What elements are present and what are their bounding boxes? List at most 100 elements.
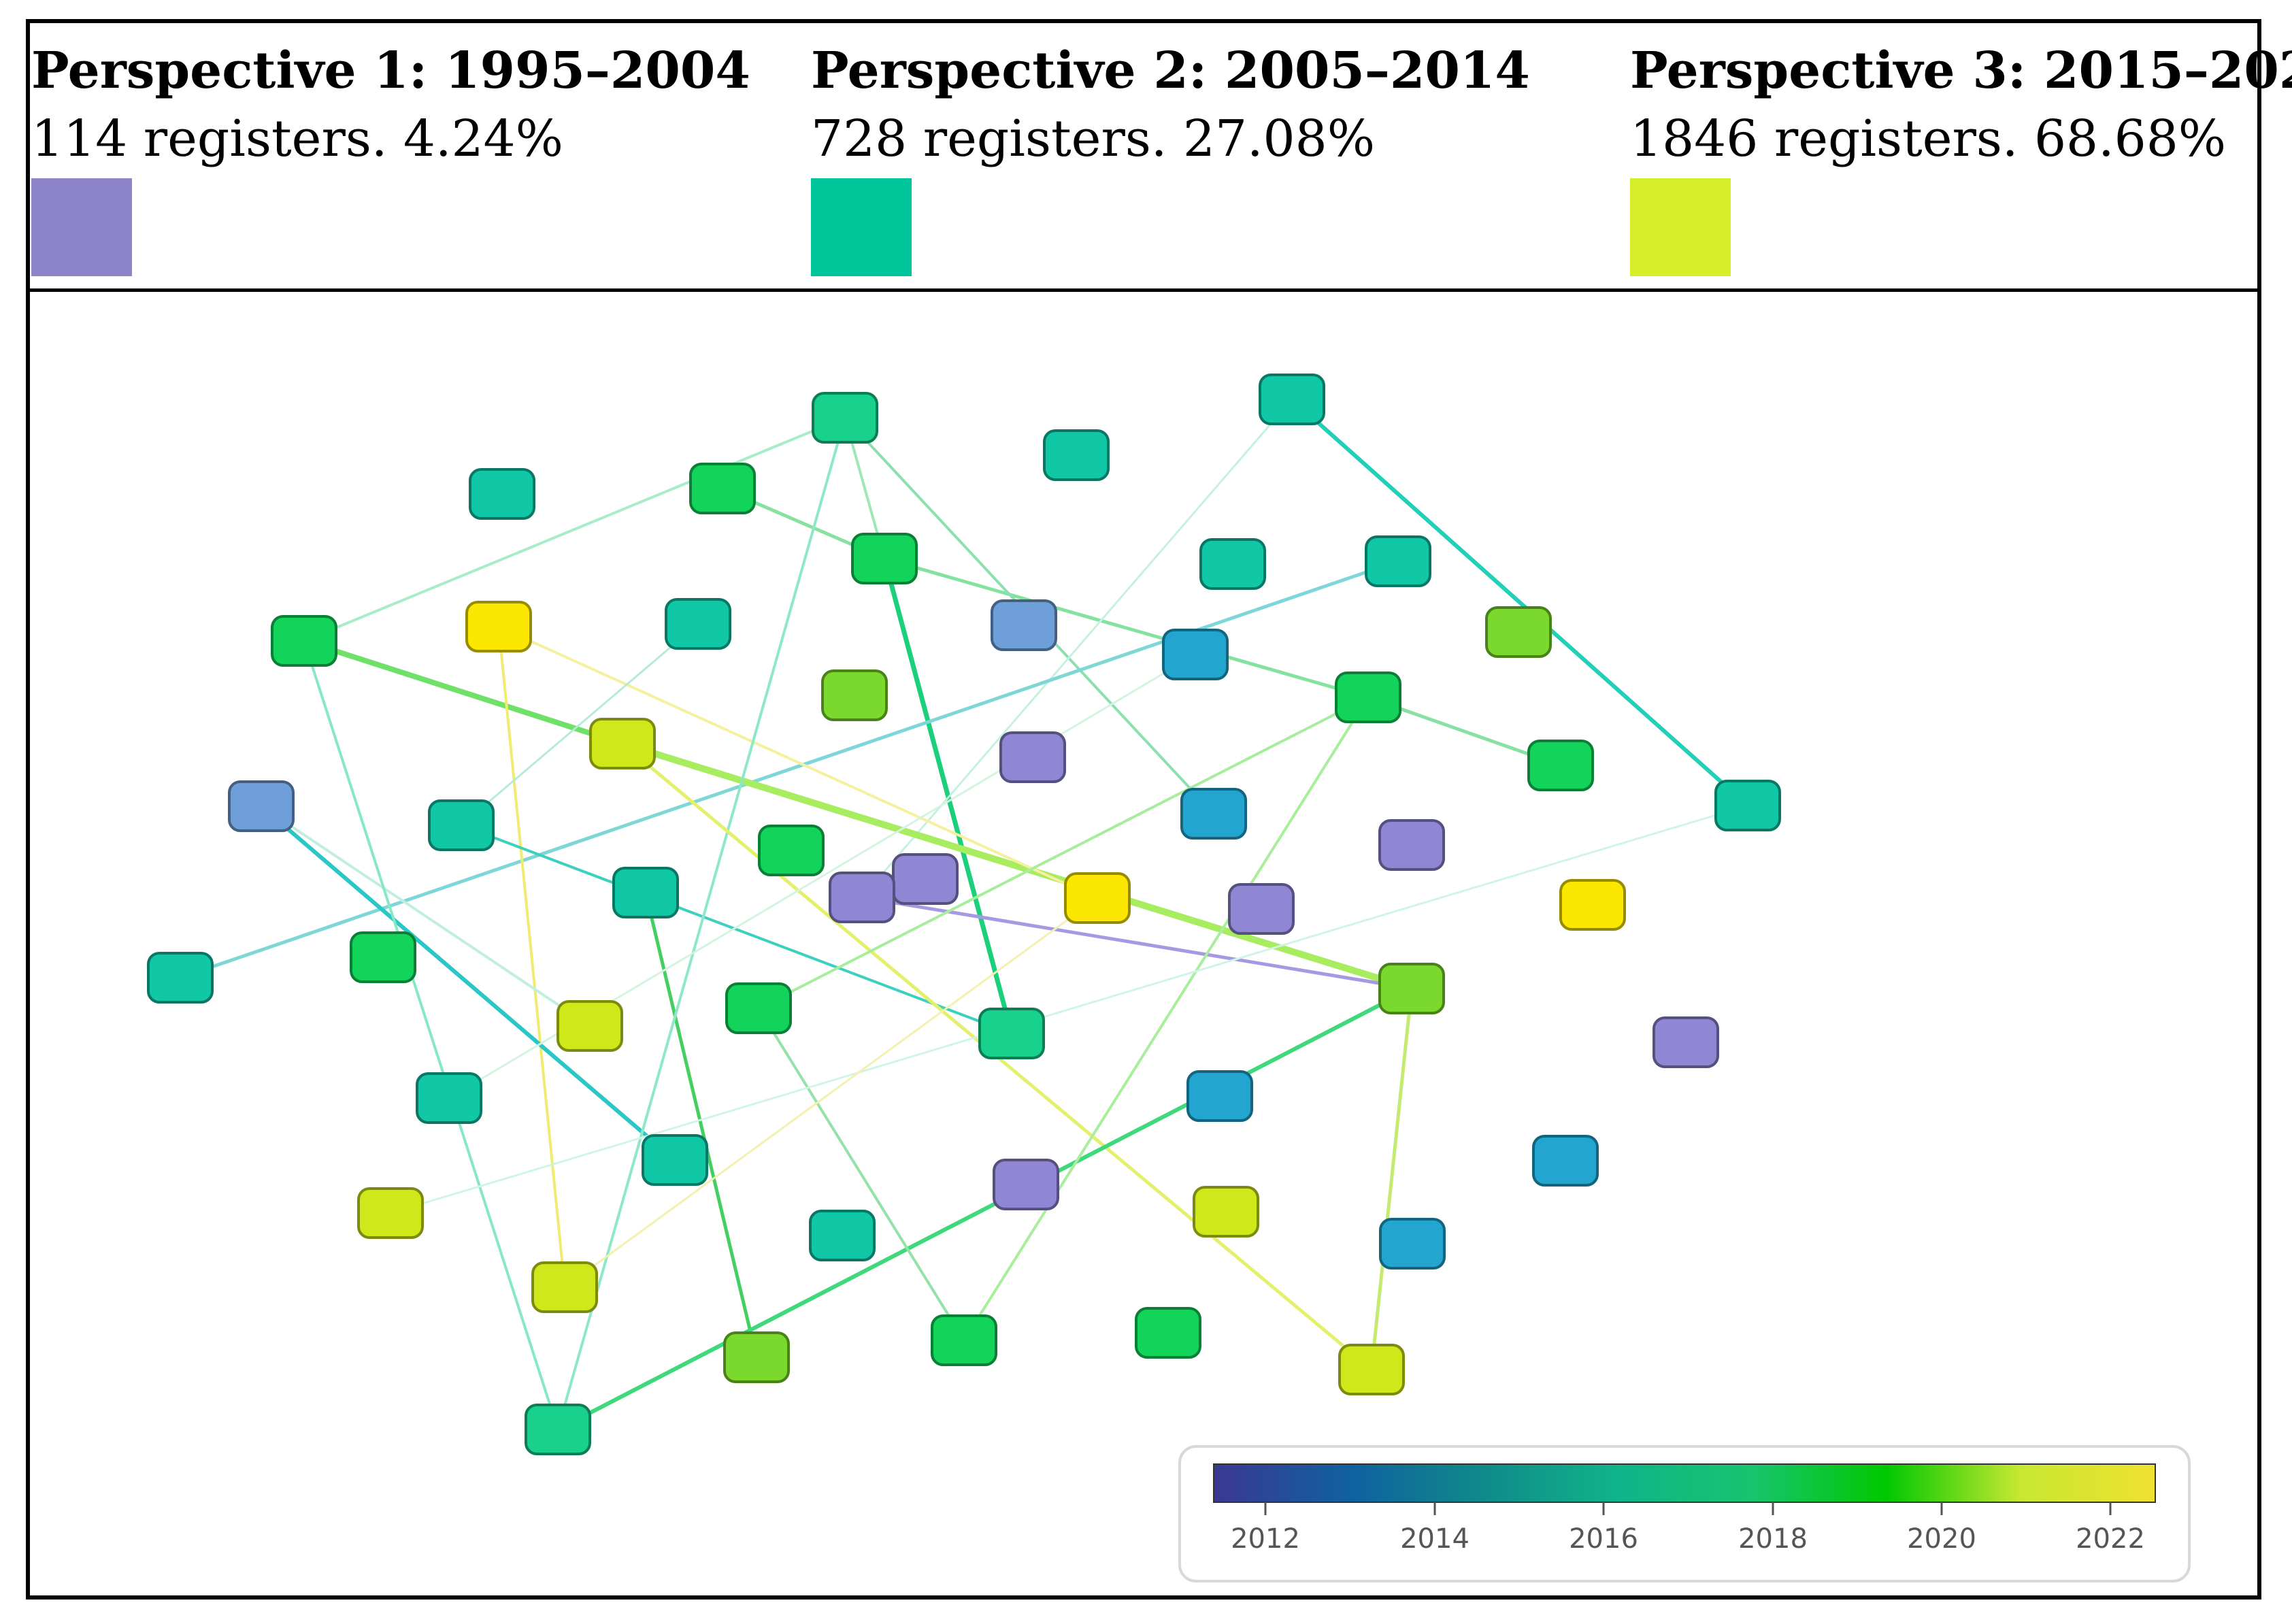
figure-frame: Perspective 1: 1995–2004 114 registers. … bbox=[26, 19, 2292, 1600]
graph-edge bbox=[861, 398, 1293, 899]
graph-node bbox=[350, 931, 416, 983]
colorbar-tick-label: 2020 bbox=[1907, 1523, 1976, 1555]
graph-edge bbox=[619, 740, 1415, 992]
graph-node bbox=[829, 872, 895, 923]
graph-edge bbox=[260, 805, 591, 1027]
graph-node bbox=[525, 1404, 591, 1455]
graph-node bbox=[725, 982, 792, 1034]
graph-node bbox=[1652, 1016, 1719, 1068]
graph-edge bbox=[557, 416, 846, 1431]
graph-node bbox=[999, 731, 1066, 783]
graph-node bbox=[1335, 672, 1401, 723]
graph-node bbox=[357, 1187, 424, 1239]
graph-node bbox=[851, 533, 918, 584]
graph-node bbox=[465, 601, 532, 652]
graph-node bbox=[428, 799, 495, 851]
graph-node bbox=[1259, 374, 1325, 425]
graph-node bbox=[758, 825, 825, 876]
graph-edge bbox=[860, 895, 1414, 991]
perspective-1: Perspective 1: 1995–2004 114 registers. … bbox=[31, 37, 750, 276]
graph-node bbox=[1228, 883, 1295, 935]
graph-node bbox=[978, 1008, 1045, 1059]
graph-edge bbox=[1290, 397, 1750, 808]
graph-node bbox=[1714, 780, 1781, 831]
perspective-2: Perspective 2: 2005–2014 728 registers. … bbox=[811, 37, 1530, 276]
colorbar-gradient bbox=[1213, 1463, 2156, 1503]
graph-node bbox=[1378, 963, 1445, 1014]
graph-node bbox=[993, 1159, 1059, 1210]
graph-node bbox=[1365, 535, 1431, 587]
graph-edge bbox=[882, 557, 1370, 699]
graph-node bbox=[147, 952, 214, 1004]
graph-node bbox=[809, 1210, 876, 1261]
graph-node bbox=[1135, 1307, 1201, 1359]
colorbar-ticks: 2012 2014 2016 2018 2020 2022 bbox=[1231, 1502, 2145, 1555]
network-svg: 2012 2014 2016 2018 2020 2022 bbox=[147, 374, 2191, 1582]
perspective-3-subtitle: 1846 registers. 68.68% bbox=[1630, 110, 2227, 168]
perspective-3-title: Perspective 3: 2015–2023 bbox=[1630, 42, 2292, 100]
graph-edge bbox=[1369, 987, 1414, 1372]
graph-node bbox=[1199, 538, 1266, 590]
graph-edge bbox=[644, 891, 759, 1359]
graph-edge bbox=[556, 987, 1414, 1431]
perspective-1-subtitle: 114 registers. 4.24% bbox=[31, 110, 563, 168]
legend-header: Perspective 1: 1995–2004 114 registers. … bbox=[30, 23, 2292, 292]
graph-node bbox=[416, 1072, 482, 1124]
graph-node bbox=[991, 599, 1057, 651]
graph-node bbox=[1043, 429, 1110, 481]
colorbar-tick-label: 2022 bbox=[2076, 1523, 2145, 1555]
graph-edge bbox=[563, 897, 1099, 1289]
graph-node bbox=[1338, 1344, 1405, 1395]
graph-edge bbox=[389, 804, 1749, 1214]
graph-node bbox=[821, 669, 888, 721]
graph-node bbox=[1162, 629, 1229, 680]
colorbar-tick-label: 2018 bbox=[1738, 1523, 1808, 1555]
graph-edge bbox=[303, 416, 846, 642]
perspective-2-swatch bbox=[811, 178, 912, 276]
graph-node bbox=[1532, 1135, 1599, 1187]
graph-node bbox=[689, 463, 756, 514]
colorbar-tick-label: 2014 bbox=[1400, 1523, 1469, 1555]
graph-node bbox=[1193, 1186, 1259, 1238]
graph-edge bbox=[497, 625, 1099, 899]
graph-node bbox=[1064, 872, 1131, 924]
graph-node bbox=[1186, 1070, 1253, 1122]
graph-edge bbox=[303, 640, 559, 1431]
graph-node bbox=[1378, 819, 1445, 871]
graph-node bbox=[271, 615, 337, 667]
perspective-3: Perspective 3: 2015–2023 1846 registers.… bbox=[1630, 37, 2292, 276]
graph-edge bbox=[460, 824, 1013, 1035]
perspective-2-subtitle: 728 registers. 27.08% bbox=[811, 110, 1376, 168]
perspective-1-title: Perspective 1: 1995–2004 bbox=[31, 42, 750, 100]
colorbar-legend: 2012 2014 2016 2018 2020 2022 bbox=[1178, 1445, 2191, 1582]
graph-node bbox=[892, 853, 959, 905]
graph-node bbox=[557, 1000, 623, 1052]
graph-edge bbox=[178, 559, 1400, 980]
colorbar-tick-label: 2016 bbox=[1569, 1523, 1638, 1555]
graph-node bbox=[665, 598, 731, 650]
graph-edge bbox=[757, 1007, 965, 1342]
graph-node bbox=[531, 1261, 598, 1313]
graph-node bbox=[228, 780, 295, 832]
graph-node bbox=[612, 867, 679, 918]
graph-edge bbox=[963, 696, 1369, 1342]
colorbar-tick-label: 2012 bbox=[1231, 1523, 1300, 1555]
graph-edge bbox=[259, 804, 677, 1162]
graph-node bbox=[1379, 1218, 1446, 1270]
graph-node bbox=[642, 1134, 708, 1186]
graph-edge bbox=[882, 556, 1014, 1036]
graph-edge bbox=[497, 625, 566, 1289]
network-graph: 2012 2014 2016 2018 2020 2022 bbox=[30, 292, 2257, 1597]
graph-node bbox=[1559, 879, 1626, 931]
graph-node bbox=[931, 1314, 997, 1366]
graph-node bbox=[1527, 740, 1594, 791]
graph-edge bbox=[757, 696, 1369, 1010]
graph-edge bbox=[460, 623, 699, 827]
graph-node bbox=[1485, 606, 1552, 658]
edge-layer bbox=[178, 397, 1750, 1431]
graph-node bbox=[1180, 788, 1247, 840]
graph-node bbox=[589, 718, 656, 769]
node-layer bbox=[147, 374, 1781, 1455]
perspective-1-swatch bbox=[31, 178, 132, 276]
graph-node bbox=[723, 1331, 790, 1383]
